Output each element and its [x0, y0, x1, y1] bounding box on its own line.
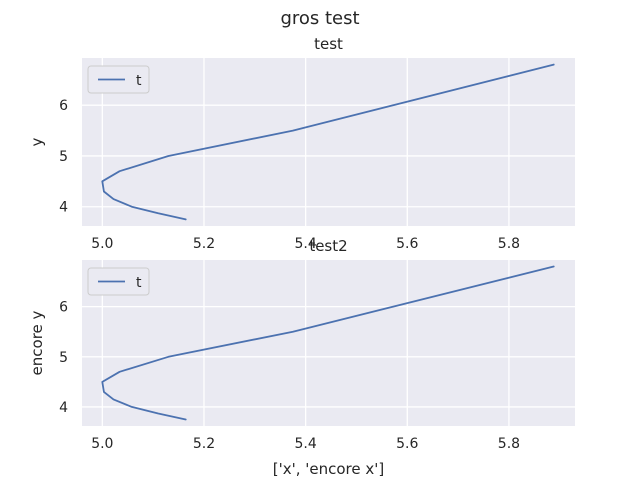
y-axis-label: encore y: [28, 310, 46, 375]
x-tick-label: 5.4: [294, 436, 316, 452]
subplot-title: test: [314, 35, 343, 53]
plot-area: [82, 260, 575, 426]
y-tick-label: 6: [59, 98, 68, 114]
figure-suptitle: gros test: [280, 8, 359, 29]
x-tick-label: 5.6: [396, 436, 418, 452]
series-line-t: [101, 63, 555, 221]
y-tick-label: 5: [59, 350, 68, 366]
x-tick-label: 5.2: [193, 236, 215, 252]
y-tick-label: 5: [59, 149, 68, 165]
subplot-title: test2: [309, 237, 347, 255]
x-tick-label: 5.0: [91, 436, 113, 452]
legend: t: [87, 65, 150, 94]
x-tick-label: 5.6: [396, 236, 418, 252]
x-tick-label: 5.2: [193, 436, 215, 452]
y-tick-label: 6: [59, 300, 68, 316]
y-axis-label: y: [28, 137, 46, 146]
legend-label: t: [136, 73, 142, 89]
x-tick-label: 5.8: [498, 436, 520, 452]
subplot-bottom: 5.0 5.2 5.4 5.6 5.8 4 5 6 test2 encore y ['x', 'en…: [28, 237, 575, 478]
legend-label: t: [136, 275, 142, 291]
x-tick-label: 5.4: [294, 236, 316, 252]
series-line-t: [101, 265, 555, 421]
x-axis-label: ['x', 'encore x']: [273, 460, 384, 478]
subplot-top: 5.0 5.2 5.4 5.6 5.8 4 5 6 test y t: [28, 35, 575, 252]
x-tick-label: 5.8: [498, 236, 520, 252]
legend: t: [87, 267, 150, 296]
plot-area: [82, 58, 575, 226]
y-tick-label: 4: [59, 400, 68, 416]
x-tick-label: 5.0: [91, 236, 113, 252]
y-tick-label: 4: [59, 200, 68, 216]
